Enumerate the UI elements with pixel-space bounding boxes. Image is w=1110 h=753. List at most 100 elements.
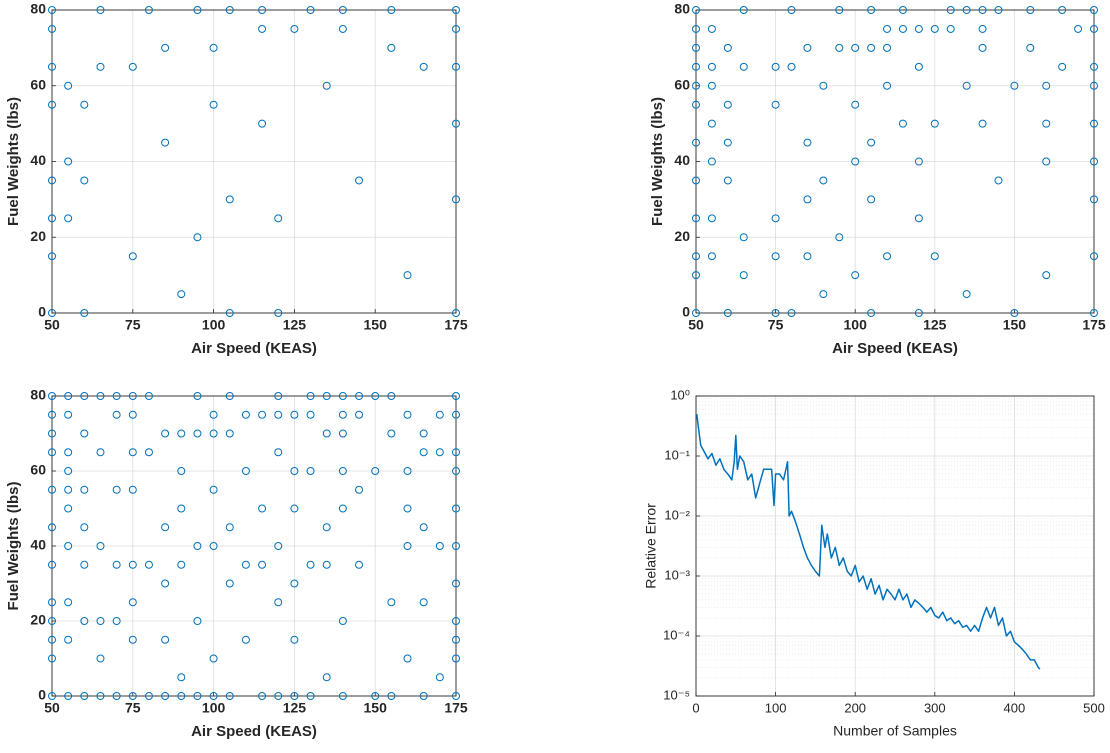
scatter-point xyxy=(419,62,428,71)
scatter-point xyxy=(1058,6,1067,14)
scatter-point xyxy=(128,560,137,569)
scatter-point xyxy=(867,309,876,317)
axes-box xyxy=(695,9,1095,314)
scatter-point xyxy=(692,214,700,223)
axes-box xyxy=(695,395,1095,697)
scatter-point xyxy=(803,43,812,52)
scatter-point xyxy=(452,195,460,204)
scatter-point xyxy=(338,617,347,625)
y-tick-label: 10⁻¹ xyxy=(664,447,690,462)
scatter-point xyxy=(452,617,460,625)
scatter-point xyxy=(274,392,283,400)
scatter-point xyxy=(322,429,331,438)
scatter-point xyxy=(128,485,137,494)
scatter-point xyxy=(835,233,844,242)
scatter-point xyxy=(258,119,267,128)
scatter-point xyxy=(692,62,700,71)
scatter-point xyxy=(274,309,283,317)
subplot: 50 75 100 125 150 175 0 20 40 60 80 Air Speed (KEAS… xyxy=(649,1,1106,357)
scatter-point xyxy=(851,43,860,52)
y-tick-label: 80 xyxy=(30,1,46,17)
scatter-point xyxy=(435,542,444,550)
scatter-point xyxy=(403,504,412,513)
scatter-point xyxy=(819,176,828,185)
scatter-point xyxy=(930,252,939,261)
scatter-point xyxy=(803,252,812,261)
scatter-point xyxy=(112,560,121,569)
scatter-point xyxy=(128,62,137,71)
scatter-point xyxy=(48,309,56,317)
scatter-point xyxy=(209,429,218,438)
y-tick-label: 20 xyxy=(30,612,46,628)
x-tick-label: 50 xyxy=(688,317,704,333)
x-tick-label: 50 xyxy=(44,317,60,333)
x-axis-label: Number of Samples xyxy=(833,723,957,739)
scatter-point xyxy=(692,43,700,52)
scatter-point xyxy=(177,467,186,475)
scatter-point xyxy=(177,429,186,438)
y-axis-label: Fuel Weights (lbs) xyxy=(649,97,666,226)
scatter-point xyxy=(883,252,892,261)
scatter-point xyxy=(48,392,56,400)
scatter-point xyxy=(771,62,780,71)
scatter-point xyxy=(883,81,892,90)
scatter-point xyxy=(771,100,780,109)
scatter-point xyxy=(771,214,780,223)
scatter-point xyxy=(914,62,923,71)
scatter-point xyxy=(1090,157,1098,166)
scatter-point xyxy=(692,81,700,90)
scatter-point xyxy=(241,467,250,475)
scatter-point xyxy=(371,467,380,475)
scatter-point xyxy=(883,43,892,52)
scatter-point xyxy=(64,635,73,644)
scatter-point xyxy=(914,309,923,317)
scatter-point xyxy=(707,24,716,33)
scatter-point xyxy=(946,6,955,14)
scatter-point xyxy=(209,410,218,419)
scatter-point xyxy=(64,598,73,607)
scatter-point xyxy=(241,560,250,569)
scatter-point xyxy=(128,410,137,419)
y-tick-label: 10⁰ xyxy=(670,387,690,402)
scatter-point xyxy=(48,523,56,532)
scatter-point xyxy=(64,485,73,494)
scatter-point xyxy=(1026,43,1035,52)
scatter-point xyxy=(452,579,460,588)
scatter-point xyxy=(128,448,137,457)
scatter-point xyxy=(835,43,844,52)
scatter-point xyxy=(419,429,428,438)
axes-box xyxy=(51,9,457,314)
scatter-point xyxy=(225,523,234,532)
scatter-point xyxy=(787,6,796,14)
scatter-point xyxy=(48,654,56,663)
scatter-point xyxy=(898,6,907,14)
scatter-point xyxy=(144,392,153,400)
x-tick-label: 150 xyxy=(1003,317,1027,333)
scatter-point xyxy=(209,485,218,494)
scatter-point xyxy=(962,81,971,90)
scatter-point xyxy=(48,100,56,109)
scatter-point xyxy=(787,62,796,71)
y-tick-label: 0 xyxy=(682,304,690,320)
scatter-point xyxy=(355,560,364,569)
x-tick-label: 75 xyxy=(125,317,141,333)
scatter-point xyxy=(930,24,939,33)
scatter-point xyxy=(322,673,331,682)
scatter-point xyxy=(739,233,748,242)
scatter-point xyxy=(387,598,396,607)
scatter-point xyxy=(338,429,347,438)
scatter-point xyxy=(225,195,234,204)
scatter-point xyxy=(306,392,315,400)
scatter-point xyxy=(867,195,876,204)
scatter-point xyxy=(128,392,137,400)
scatter-point xyxy=(48,62,56,71)
scatter-point xyxy=(209,43,218,52)
scatter-point xyxy=(161,429,170,438)
scatter-point xyxy=(338,692,347,700)
scatter-point xyxy=(48,598,56,607)
scatter-point xyxy=(193,6,202,14)
scatter-point xyxy=(452,635,460,644)
scatter-point xyxy=(112,617,121,625)
scatter-point xyxy=(290,24,299,33)
scatter-point xyxy=(692,6,700,14)
